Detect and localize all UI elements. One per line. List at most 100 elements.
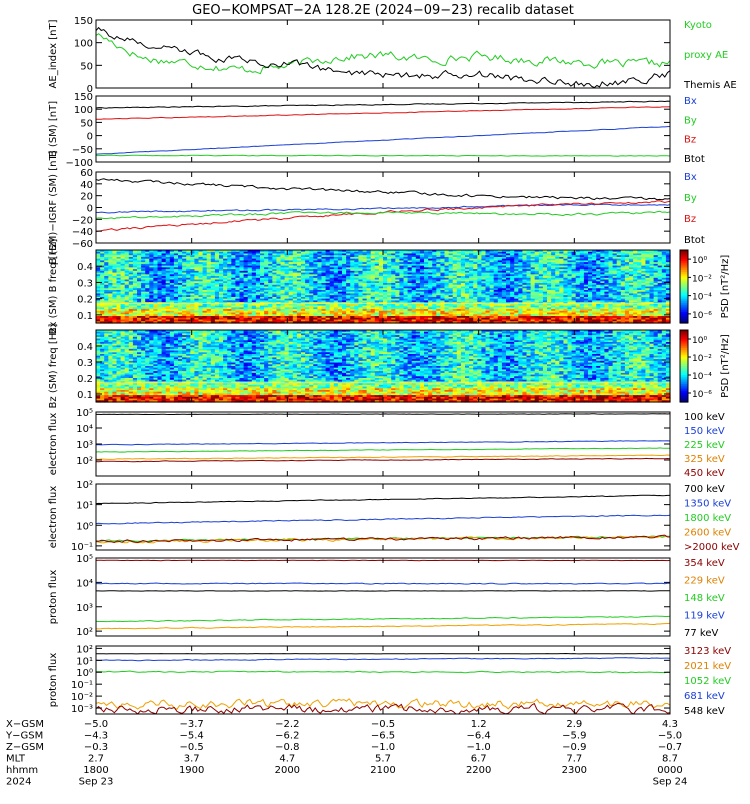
- legend-entry: 1052 keV: [684, 676, 731, 687]
- ytick-label: 0.3: [77, 358, 93, 369]
- spectrogram-bzspec: [96, 330, 671, 403]
- xaxis-value: −1.0: [371, 742, 395, 753]
- xaxis-value: 2300: [562, 765, 587, 776]
- legend-entry: Kyoto: [684, 20, 712, 31]
- ylabel-bsm: B (SM) [nT]: [48, 101, 59, 157]
- ylabel-bxspec: Bx (SM) B freq [Hz]: [48, 239, 59, 335]
- xaxis-value: −5.4: [180, 731, 204, 742]
- xaxis-value: −5.0: [658, 731, 682, 742]
- legend-entry: 100 keV: [684, 412, 725, 423]
- xaxis-value: 0000: [657, 765, 682, 776]
- colorbar-tick-label: 10⁻⁴: [692, 293, 712, 303]
- ytick-label: −60: [72, 239, 93, 250]
- legend-entry: By: [684, 193, 697, 204]
- ytick-label: 150: [74, 16, 93, 27]
- legend-entry: 77 keV: [684, 628, 718, 639]
- xaxis-value: 1900: [179, 765, 204, 776]
- legend-entry: >2000 keV: [684, 542, 740, 553]
- chart-title: GEO−KOMPSAT−2A 128.2E (2024−09−23) recal…: [192, 3, 574, 18]
- legend-entry: 450 keV: [684, 468, 725, 479]
- xaxis-value: −4.3: [84, 731, 108, 742]
- legend-entry: 3123 keV: [684, 646, 731, 657]
- xaxis-value: −0.5: [180, 742, 204, 753]
- xaxis-value: 3.7: [184, 754, 200, 765]
- legend-entry: 681 keV: [684, 691, 725, 702]
- xaxis-row-label: 2024: [6, 777, 31, 788]
- xaxis-value: −3.7: [180, 719, 204, 730]
- ytick-label: 10⁵: [76, 408, 93, 419]
- ylabel-phigh: proton flux: [48, 653, 59, 708]
- xaxis-value: 2100: [370, 765, 395, 776]
- legend-entry: 119 keV: [684, 611, 725, 622]
- ytick-label: 40: [80, 180, 93, 191]
- xaxis-value: −0.5: [371, 719, 395, 730]
- xaxis-value: 6.7: [471, 754, 487, 765]
- ytick-label: 0.2: [77, 295, 93, 306]
- ylabel-elow: electron flux: [48, 413, 59, 476]
- xaxis-value: −2.2: [275, 719, 299, 730]
- xaxis-value: −6.2: [275, 731, 299, 742]
- ylabel-plow: proton flux: [48, 570, 59, 625]
- colorbar-tick-label: 10⁻²: [692, 274, 712, 284]
- legend-entry: Bz: [684, 214, 696, 225]
- ytick-label: 150: [74, 92, 93, 103]
- legend-entry: Bz: [684, 135, 696, 146]
- ytick-label: 10⁻³: [71, 704, 93, 715]
- legend-entry: Themis AE: [683, 80, 737, 91]
- ytick-label: 0.4: [77, 342, 93, 353]
- ytick-label: −20: [72, 215, 93, 226]
- ytick-label: 10⁻¹: [71, 542, 93, 553]
- xaxis-row-label: X−GSM: [6, 719, 44, 730]
- xaxis-value: 4.3: [662, 719, 678, 730]
- legend-entry: Btot: [684, 154, 705, 165]
- legend-entry: Bx: [684, 96, 697, 107]
- ytick-label: 0.1: [77, 390, 93, 401]
- legend-entry: 2600 keV: [684, 528, 731, 539]
- ytick-label: 10³: [76, 440, 93, 451]
- legend-entry: By: [684, 115, 697, 126]
- xaxis-row-label: Y−GSM: [5, 731, 43, 742]
- legend-entry: 150 keV: [684, 426, 725, 437]
- xaxis-value: 5.7: [375, 754, 391, 765]
- legend-entry: Bx: [684, 172, 697, 183]
- ytick-label: 10²: [76, 644, 93, 655]
- xaxis-value: −0.9: [562, 742, 586, 753]
- ytick-label: −40: [72, 227, 93, 238]
- ytick-label: 10⁻¹: [71, 680, 93, 691]
- ytick-label: 10⁴: [76, 578, 93, 589]
- legend-entry: 1350 keV: [684, 499, 731, 510]
- legend-entry: proxy AE: [684, 50, 728, 61]
- colorbar-tick-label: 10⁰: [692, 336, 707, 346]
- ytick-label: 10⁰: [76, 668, 93, 679]
- ytick-label: 10²: [76, 480, 93, 491]
- ytick-label: 100: [74, 105, 93, 116]
- ytick-label: 20: [80, 192, 93, 203]
- xaxis-value: 1800: [83, 765, 108, 776]
- ytick-label: 10²: [76, 627, 93, 638]
- legend-entry: 225 keV: [684, 440, 725, 451]
- ytick-label: 0.3: [77, 278, 93, 289]
- xaxis-value: −5.0: [84, 719, 108, 730]
- legend-entry: 354 keV: [684, 558, 725, 569]
- xaxis-row-label: Z−GSM: [6, 742, 44, 753]
- legend-entry: 229 keV: [684, 576, 725, 587]
- ytick-label: 10¹: [76, 501, 93, 512]
- ytick-label: 10⁰: [76, 521, 93, 532]
- xaxis-value: 8.7: [662, 754, 678, 765]
- legend-elow: 100 keV 150 keV 225 keV 325 keV 450 keV: [684, 412, 725, 479]
- xaxis-row-label: MLT: [6, 754, 26, 765]
- ytick-label: 0: [87, 204, 93, 215]
- ytick-label: 10⁵: [76, 554, 93, 565]
- legend-entry: 325 keV: [684, 454, 725, 465]
- colorbar-tick-label: 10⁻⁴: [692, 372, 712, 382]
- legend-entry: 2021 keV: [684, 661, 731, 672]
- ytick-label: 0.4: [77, 262, 93, 273]
- ytick-label: 10²: [76, 456, 93, 467]
- colorbar-tick-label: 10⁻⁶: [692, 390, 712, 400]
- ytick-label: −50: [72, 145, 93, 156]
- ytick-label: 60: [80, 168, 93, 179]
- xaxis-value: −6.4: [467, 731, 491, 742]
